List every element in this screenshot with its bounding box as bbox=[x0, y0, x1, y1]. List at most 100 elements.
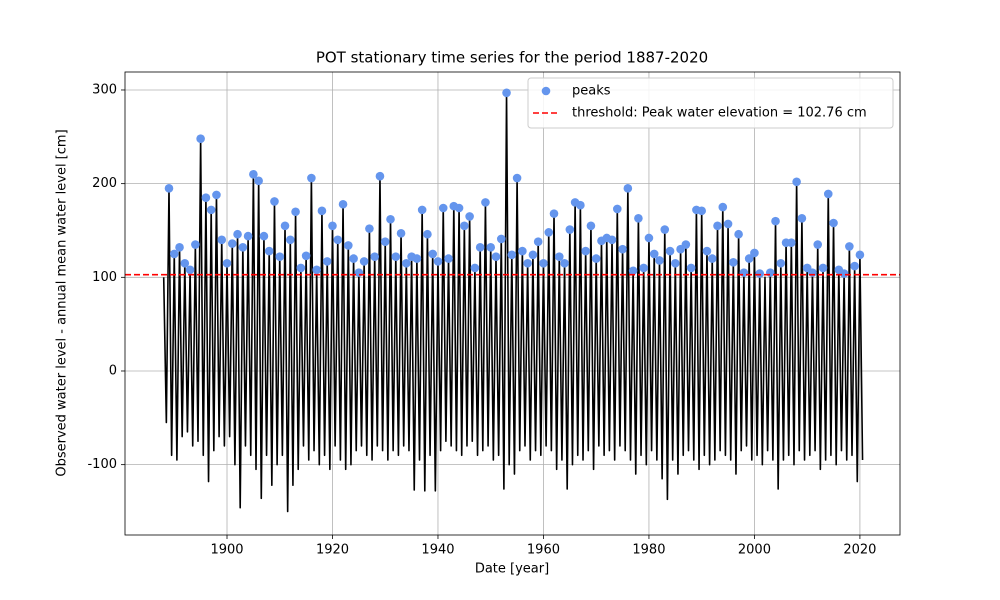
peak-point bbox=[196, 134, 205, 143]
peak-point bbox=[481, 198, 490, 207]
peak-point bbox=[191, 240, 200, 249]
peak-point bbox=[576, 200, 585, 210]
peak-point bbox=[665, 246, 675, 256]
peak-point bbox=[454, 203, 464, 213]
peak-point bbox=[586, 221, 596, 231]
peak-point bbox=[475, 243, 485, 252]
peak-point bbox=[317, 206, 327, 216]
peak-point bbox=[850, 261, 859, 271]
legend: peaks threshold: Peak water elevation = 1… bbox=[527, 77, 894, 129]
peak-point bbox=[560, 258, 569, 268]
peak-point bbox=[359, 257, 369, 266]
peak-point bbox=[539, 258, 548, 268]
x-axis-label: Date [year] bbox=[475, 562, 549, 577]
peak-point bbox=[639, 263, 648, 273]
peak-point bbox=[649, 249, 659, 259]
peak-point bbox=[628, 266, 638, 276]
peak-point bbox=[797, 214, 807, 223]
peak-point bbox=[396, 228, 406, 238]
peak-point bbox=[486, 243, 496, 252]
peak-point bbox=[554, 252, 564, 262]
series-line bbox=[162, 91, 864, 513]
peak-point bbox=[655, 256, 664, 265]
peak-point bbox=[750, 248, 759, 258]
peak-point bbox=[634, 214, 643, 223]
peak-point bbox=[739, 268, 749, 277]
peak-point bbox=[254, 176, 263, 186]
peak-point bbox=[755, 269, 765, 278]
y-tick-label: 100 bbox=[92, 270, 117, 285]
peak-point bbox=[470, 263, 480, 273]
peak-point bbox=[212, 190, 221, 200]
y-tick-label: 300 bbox=[92, 82, 117, 97]
peak-point bbox=[444, 254, 453, 263]
peak-point bbox=[217, 235, 227, 245]
peak-point bbox=[338, 199, 348, 209]
peak-point bbox=[423, 229, 432, 239]
peak-point bbox=[787, 238, 796, 247]
x-tick-label: 1920 bbox=[316, 543, 349, 558]
peak-point bbox=[365, 224, 374, 233]
peak-point bbox=[623, 184, 633, 193]
x-tick-label: 2020 bbox=[843, 543, 876, 558]
peak-point bbox=[771, 216, 780, 226]
peak-point bbox=[660, 225, 670, 234]
peak-point bbox=[518, 246, 527, 256]
peak-point bbox=[729, 258, 738, 267]
peak-point bbox=[233, 229, 242, 239]
peak-point bbox=[222, 258, 232, 268]
peak-point bbox=[164, 184, 174, 193]
y-tick-label: 200 bbox=[92, 176, 117, 191]
legend-box bbox=[527, 77, 894, 129]
peak-point bbox=[528, 250, 538, 260]
peak-point bbox=[238, 243, 248, 252]
chart-title: POT stationary time series for the perio… bbox=[316, 49, 708, 67]
peak-point bbox=[839, 269, 849, 278]
peak-point bbox=[829, 218, 838, 228]
peak-point bbox=[776, 258, 786, 268]
x-tick-label: 1940 bbox=[421, 543, 454, 558]
peak-point bbox=[533, 237, 543, 247]
peak-point bbox=[412, 254, 422, 263]
peak-point bbox=[349, 254, 358, 263]
peak-point bbox=[243, 231, 253, 241]
peak-point bbox=[581, 246, 590, 256]
peak-point bbox=[259, 231, 269, 241]
peak-point bbox=[591, 254, 601, 263]
plot-frame bbox=[124, 71, 901, 536]
x-tick-label: 1960 bbox=[527, 543, 560, 558]
peak-point bbox=[702, 246, 712, 256]
peak-point bbox=[264, 246, 274, 256]
peak-point bbox=[512, 173, 522, 183]
x-tick-label: 1980 bbox=[632, 543, 665, 558]
peak-point bbox=[285, 235, 295, 245]
peak-point bbox=[370, 252, 379, 262]
peak-point bbox=[438, 203, 448, 213]
peak-point bbox=[386, 214, 395, 224]
y-tick-label: 0 bbox=[109, 363, 117, 378]
peak-point bbox=[818, 263, 828, 273]
peak-point bbox=[354, 268, 364, 277]
peak-point bbox=[507, 250, 517, 260]
peak-point bbox=[723, 219, 733, 229]
peak-point bbox=[523, 258, 532, 268]
peak-point bbox=[169, 249, 179, 259]
peak-point bbox=[391, 252, 401, 262]
peak-point bbox=[549, 209, 559, 218]
peak-point bbox=[275, 252, 285, 262]
peak-point bbox=[249, 169, 258, 179]
peak-point bbox=[544, 228, 554, 237]
peak-point bbox=[460, 221, 469, 231]
peak-point bbox=[713, 221, 722, 231]
peak-point bbox=[307, 173, 316, 183]
x-tick-label: 2000 bbox=[738, 543, 771, 558]
legend-label: peaks bbox=[572, 84, 611, 99]
peak-point bbox=[301, 251, 311, 261]
peak-point bbox=[744, 254, 754, 263]
peak-point bbox=[227, 239, 237, 248]
peak-point bbox=[206, 205, 216, 215]
peak-point bbox=[491, 252, 501, 262]
peak-point bbox=[185, 265, 195, 275]
peak-point bbox=[644, 233, 654, 243]
peak-point bbox=[707, 254, 717, 263]
